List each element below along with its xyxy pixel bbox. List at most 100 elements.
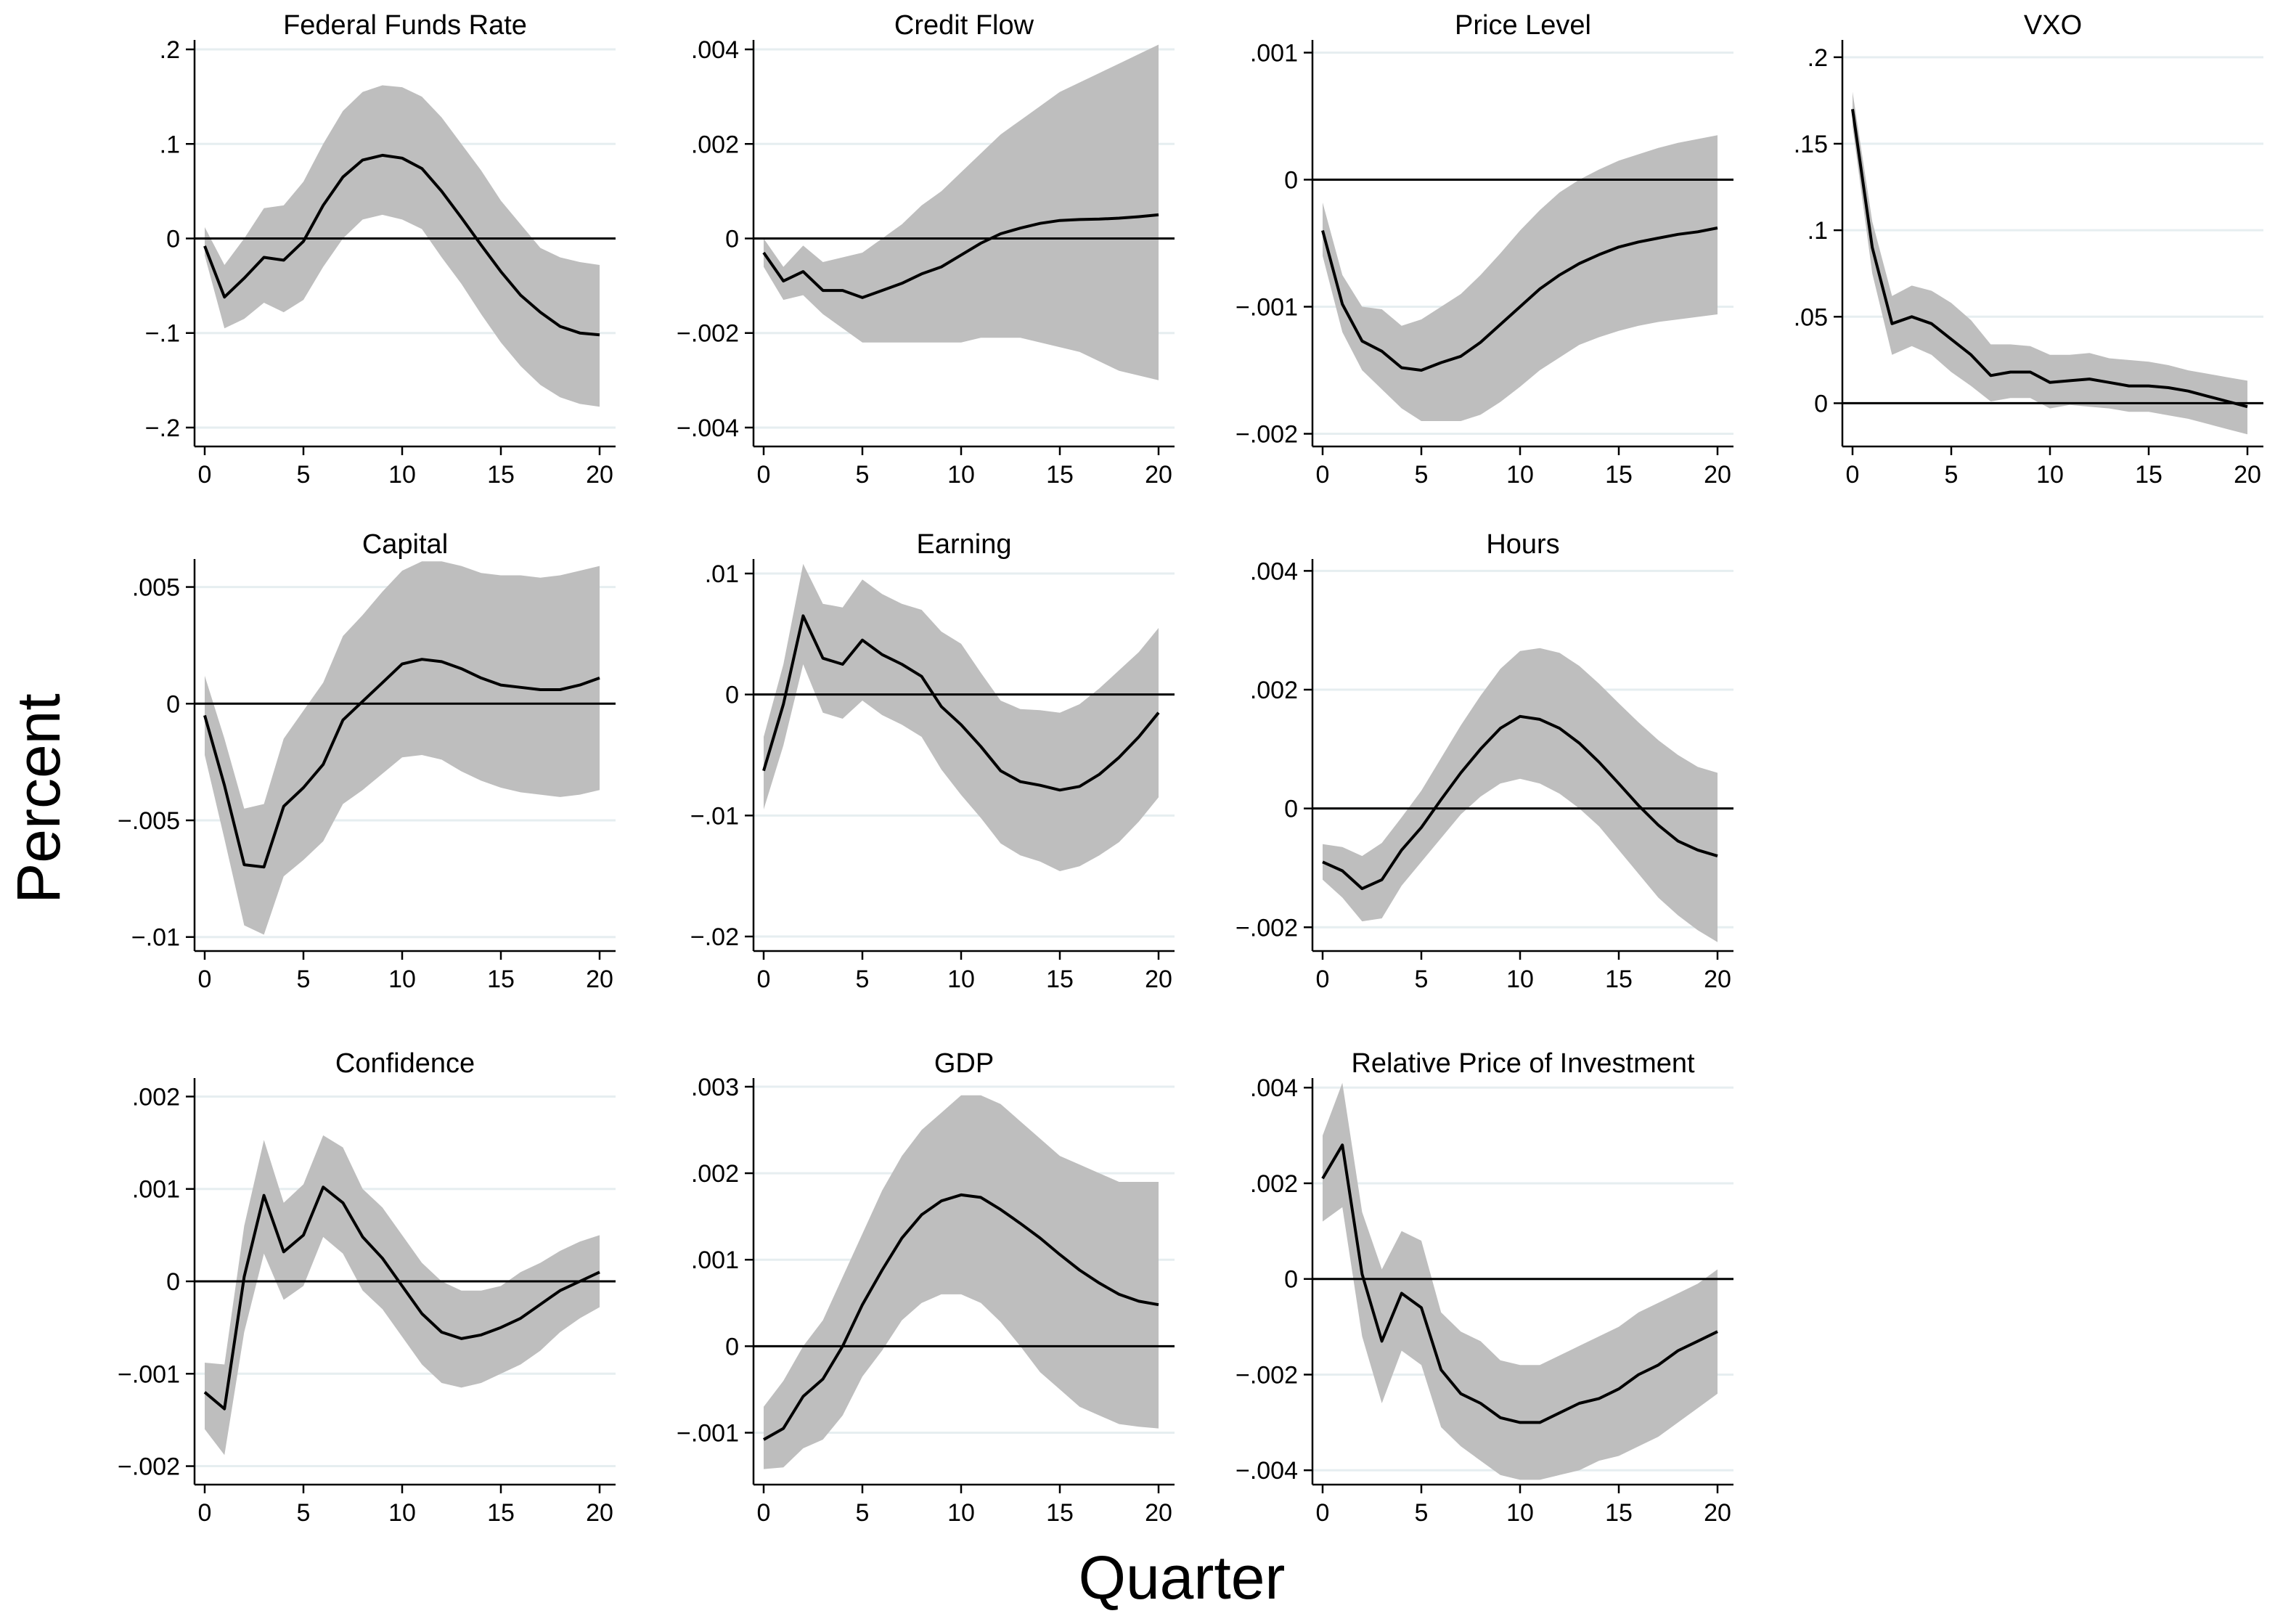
x-tick-label: 0: [198, 1499, 212, 1527]
y-tick-label: .001: [691, 1246, 739, 1274]
panel-title: GDP: [934, 1048, 994, 1079]
y-tick-label: .004: [1250, 1074, 1298, 1102]
x-tick-label: 10: [388, 1499, 416, 1527]
x-axis-title: Quarter: [1079, 1543, 1286, 1612]
y-tick-label: −.002: [1236, 421, 1298, 449]
x-tick-label: 0: [757, 1499, 771, 1527]
panel-title: Hours: [1486, 529, 1559, 560]
y-tick-label: −.001: [118, 1360, 180, 1388]
x-tick-label: 0: [757, 966, 771, 993]
y-tick-label: .004: [691, 36, 739, 64]
x-tick-label: 15: [1605, 461, 1633, 489]
y-tick-label: −.005: [118, 807, 180, 835]
x-tick-label: 15: [1046, 461, 1074, 489]
chart-panel: −.002 −.001 0 .001 0 5 10 15 20 Price Level: [1236, 10, 1733, 489]
panels: −.2 −.1 0 .1 .2 0 5 10 15 20 Federal Funds Rate −.0…: [118, 10, 2263, 1527]
x-tick-label: 0: [757, 461, 771, 489]
confidence-band: [1853, 91, 2247, 435]
x-tick-label: 15: [1605, 1499, 1633, 1527]
x-tick-label: 5: [297, 966, 311, 993]
x-tick-label: 0: [198, 966, 212, 993]
y-tick-label: .1: [160, 131, 180, 158]
x-tick-label: 20: [586, 966, 613, 993]
panel-title: Capital: [362, 529, 448, 560]
x-tick-label: 20: [1704, 461, 1731, 489]
x-tick-label: 10: [947, 461, 975, 489]
x-tick-label: 10: [947, 966, 975, 993]
y-tick-label: −.001: [677, 1420, 739, 1448]
y-tick-label: −.01: [131, 924, 180, 952]
y-tick-label: .002: [691, 1160, 739, 1188]
y-tick-label: −.02: [690, 923, 739, 951]
y-tick-label: .1: [1808, 217, 1828, 245]
x-tick-label: 5: [856, 461, 870, 489]
x-tick-label: 10: [947, 1499, 975, 1527]
x-tick-label: 20: [1145, 966, 1172, 993]
confidence-band: [205, 85, 600, 407]
y-tick-label: −.002: [677, 320, 739, 348]
x-tick-label: 20: [1704, 1499, 1731, 1527]
x-tick-label: 5: [1415, 966, 1429, 993]
chart-panel: −.02 −.01 0 .01 0 5 10 15 20 Earning: [690, 529, 1175, 993]
y-tick-label: .004: [1250, 558, 1298, 585]
chart-panel: −.002 0 .002 .004 0 5 10 15 20 Hours: [1236, 529, 1733, 993]
y-tick-label: .05: [1794, 303, 1828, 331]
x-tick-label: 15: [2135, 461, 2162, 489]
x-tick-label: 0: [1846, 461, 1860, 489]
panel-title: Confidence: [335, 1048, 475, 1079]
confidence-band: [1323, 1082, 1718, 1480]
y-tick-label: 0: [1284, 796, 1298, 823]
x-tick-label: 15: [1046, 966, 1074, 993]
irf-line: [1851, 109, 2248, 409]
y-tick-label: −.01: [690, 802, 739, 830]
x-tick-label: 0: [1316, 461, 1330, 489]
x-tick-label: 15: [487, 966, 515, 993]
x-tick-label: 15: [1046, 1499, 1074, 1527]
x-tick-label: 5: [1415, 1499, 1429, 1527]
x-tick-label: 20: [1145, 1499, 1172, 1527]
y-tick-label: 0: [725, 682, 739, 709]
x-tick-label: 15: [1605, 966, 1633, 993]
irf-line: [762, 213, 1159, 299]
x-tick-label: 5: [1945, 461, 1959, 489]
y-tick-label: .15: [1794, 131, 1828, 158]
y-tick-label: −.002: [1236, 1361, 1298, 1389]
y-tick-label: −.2: [145, 415, 180, 442]
y-tick-label: .2: [1808, 44, 1828, 72]
x-tick-label: 5: [856, 966, 870, 993]
irf-line: [762, 614, 1160, 792]
y-tick-label: 0: [1814, 390, 1828, 417]
x-tick-label: 5: [297, 1499, 311, 1527]
panel-title: Federal Funds Rate: [283, 10, 527, 41]
x-tick-label: 10: [1506, 966, 1534, 993]
y-tick-label: .002: [1250, 677, 1298, 704]
x-tick-label: 5: [856, 1499, 870, 1527]
x-tick-label: 20: [586, 1499, 613, 1527]
x-tick-label: 10: [1506, 461, 1534, 489]
confidence-band: [764, 1095, 1159, 1469]
confidence-band: [1323, 135, 1718, 422]
x-tick-label: 20: [1704, 966, 1731, 993]
irf-line: [203, 153, 600, 337]
irf-line: [1321, 1143, 1718, 1424]
panel-title: Earning: [917, 529, 1012, 560]
confidence-band: [205, 1135, 600, 1456]
chart-panel: −.004 −.002 0 .002 .004 0 5 10 15 20 Relative Pric…: [1236, 1048, 1733, 1527]
x-tick-label: 20: [1145, 461, 1172, 489]
irf-line: [1321, 227, 1718, 372]
chart-panel: −.01 −.005 0 .005 0 5 10 15 20 Capital: [118, 529, 616, 993]
irf-line: [763, 1193, 1159, 1441]
y-tick-label: −.1: [145, 320, 180, 348]
y-tick-label: .002: [132, 1083, 180, 1111]
y-tick-label: 0: [1284, 167, 1298, 195]
irf-line: [1322, 714, 1718, 891]
irf-line: [203, 1186, 600, 1411]
y-tick-label: .2: [160, 36, 180, 64]
x-tick-label: 5: [1415, 461, 1429, 489]
panel-title: VXO: [2024, 10, 2082, 41]
panel-title: Relative Price of Investment: [1351, 1048, 1695, 1079]
x-tick-label: 5: [297, 461, 311, 489]
y-tick-label: .002: [1250, 1170, 1298, 1198]
y-tick-label: 0: [1284, 1266, 1298, 1294]
